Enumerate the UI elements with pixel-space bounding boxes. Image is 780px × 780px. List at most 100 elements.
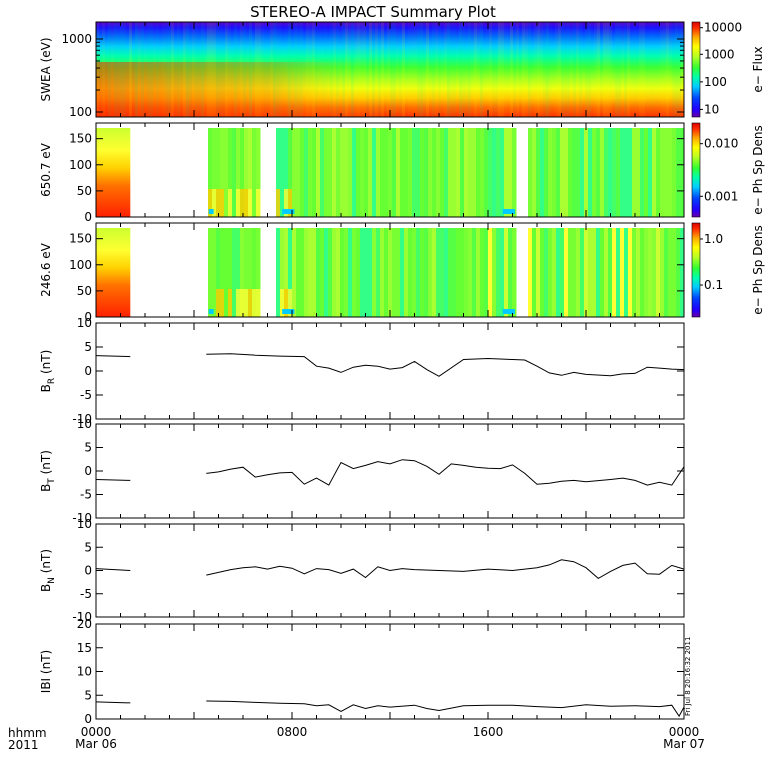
pad-column — [464, 128, 469, 217]
pad-column — [304, 128, 309, 217]
pad-column — [644, 228, 649, 317]
footer-hhmm: hhmm — [8, 726, 47, 740]
pad-column — [616, 128, 621, 217]
swea-strip — [534, 22, 537, 117]
x-tick-label: 1600 — [473, 725, 504, 739]
pad-column — [376, 128, 381, 217]
swea-strip — [117, 22, 120, 117]
pad-column — [512, 128, 517, 217]
swea-strip — [276, 22, 279, 117]
swea-strip — [369, 22, 372, 117]
swea-strip — [387, 22, 390, 117]
swea-strip — [180, 22, 183, 117]
swea-strip — [186, 22, 189, 117]
y-tick-label: 0 — [84, 310, 92, 324]
swea-strip — [654, 22, 657, 117]
pad-column — [356, 228, 361, 317]
pad-column — [408, 128, 413, 217]
colorbar-tick-label: 1000 — [704, 47, 735, 61]
pad-column — [440, 228, 445, 317]
swea-strip — [183, 22, 186, 117]
swea-strip — [147, 22, 150, 117]
swea-strip — [624, 22, 627, 117]
swea-strip — [633, 22, 636, 117]
swea-strip — [168, 22, 171, 117]
pad-column — [328, 128, 333, 217]
pad-column — [448, 228, 453, 317]
swea-strip — [108, 22, 111, 117]
swea-strip — [219, 22, 222, 117]
pad-column — [280, 228, 285, 317]
pad-column — [572, 228, 577, 317]
swea-strip — [273, 22, 276, 117]
swea-strip — [477, 22, 480, 117]
swea-heatmap-overlay — [96, 62, 684, 117]
swea-strip — [261, 22, 264, 117]
pad-column — [464, 228, 469, 317]
swea-strip — [567, 22, 570, 117]
pad-column — [452, 128, 457, 217]
pad-column — [400, 128, 405, 217]
swea-strip — [582, 22, 585, 117]
swea-strip — [510, 22, 513, 117]
pad-column — [644, 128, 649, 217]
pad-column — [480, 228, 485, 317]
colorbar-tick-label: 0.1 — [704, 278, 723, 292]
swea-strip — [438, 22, 441, 117]
swea-strip — [681, 22, 684, 117]
swea-strip — [558, 22, 561, 117]
swea-strip — [399, 22, 402, 117]
swea-strip — [405, 22, 408, 117]
pad-speck — [208, 209, 214, 214]
pad-column — [384, 128, 389, 217]
pad-column — [620, 228, 625, 317]
swea-strip — [573, 22, 576, 117]
pad-column — [580, 228, 585, 317]
swea-strip — [537, 22, 540, 117]
swea-strip — [678, 22, 681, 117]
pad-column — [604, 128, 609, 217]
pad-column — [244, 128, 249, 217]
pad-column — [532, 128, 537, 217]
pad-column — [348, 228, 353, 317]
pad-column-low — [236, 189, 241, 217]
y-tick-label: 0 — [84, 564, 92, 578]
pad-column — [652, 228, 657, 317]
y-axis-label: BR (nT) — [39, 350, 57, 393]
swea-strip — [486, 22, 489, 117]
pad-column — [560, 128, 565, 217]
pad-column — [568, 128, 573, 217]
swea-strip — [384, 22, 387, 117]
pad-column — [668, 128, 673, 217]
pad-column — [592, 228, 597, 317]
pad-speck — [502, 209, 515, 214]
pad-column — [540, 128, 545, 217]
plot-frame — [95, 423, 685, 519]
pad-column — [484, 128, 489, 217]
pad-column — [424, 128, 429, 217]
y-tick-label: 1000 — [61, 32, 92, 46]
x-tick-label: 0000 — [81, 725, 112, 739]
y-tick-label: 5 — [84, 688, 92, 702]
panel-pad650-axes: 150 100 50 0 650.7 eV — [39, 122, 685, 224]
swea-strip — [264, 22, 267, 117]
swea-strip — [483, 22, 486, 117]
pad-column — [528, 128, 533, 217]
pad-column-low — [284, 189, 289, 217]
pad-column-low — [252, 289, 257, 317]
pad-column — [356, 128, 361, 217]
swea-strip — [114, 22, 117, 117]
pad-column — [460, 128, 465, 217]
pad-column — [256, 128, 261, 217]
pad-column — [404, 128, 409, 217]
swea-strip — [495, 22, 498, 117]
pad-column — [456, 128, 461, 217]
swea-strip — [336, 22, 339, 117]
swea-strip — [225, 22, 228, 117]
pad-column — [628, 228, 633, 317]
swea-strip — [540, 22, 543, 117]
pad-column — [332, 128, 337, 217]
pad-column — [372, 128, 377, 217]
swea-strip — [474, 22, 477, 117]
pad-column-low — [236, 289, 241, 317]
